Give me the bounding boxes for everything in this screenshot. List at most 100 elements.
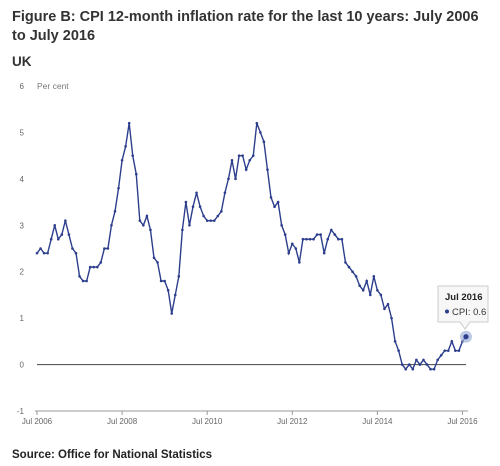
y-tick-label: 6 bbox=[20, 82, 25, 91]
data-point bbox=[149, 228, 152, 232]
data-point bbox=[358, 284, 361, 287]
chart-title: Figure B: CPI 12-month inflation rate fo… bbox=[12, 9, 479, 44]
data-point bbox=[365, 279, 369, 283]
data-point bbox=[301, 237, 305, 241]
data-point bbox=[383, 307, 386, 311]
data-point bbox=[191, 205, 195, 209]
data-point bbox=[188, 223, 191, 227]
data-point bbox=[333, 233, 337, 236]
data-point bbox=[368, 293, 372, 297]
data-point bbox=[351, 270, 354, 274]
data-point bbox=[347, 265, 351, 269]
data-point bbox=[251, 154, 255, 157]
data-point bbox=[81, 279, 85, 283]
data-point bbox=[411, 367, 415, 371]
data-point bbox=[198, 205, 202, 209]
data-point bbox=[177, 275, 181, 278]
data-point bbox=[170, 312, 174, 315]
data-point bbox=[376, 288, 379, 292]
data-point bbox=[212, 219, 216, 222]
data-point bbox=[106, 247, 110, 250]
data-point bbox=[450, 340, 454, 343]
data-point bbox=[234, 177, 237, 181]
y-tick-label: 2 bbox=[20, 268, 25, 277]
data-point bbox=[74, 251, 78, 255]
data-point bbox=[305, 237, 308, 241]
y-axis-unit-label: Per cent bbox=[37, 81, 69, 91]
data-point bbox=[223, 191, 227, 195]
data-point bbox=[432, 367, 436, 371]
data-point bbox=[237, 154, 241, 157]
tooltip: Jul 2016 CPI: 0.6 bbox=[437, 285, 489, 330]
data-point bbox=[457, 349, 461, 352]
data-point bbox=[429, 367, 432, 371]
data-point bbox=[181, 228, 184, 232]
data-point bbox=[92, 265, 96, 269]
cpi-series-line bbox=[36, 122, 467, 371]
tooltip-series-dot bbox=[445, 309, 449, 314]
data-point bbox=[280, 223, 283, 227]
data-point bbox=[227, 177, 230, 181]
data-point bbox=[266, 168, 269, 171]
data-point bbox=[39, 247, 42, 250]
data-point bbox=[422, 358, 425, 362]
data-point bbox=[407, 363, 411, 366]
data-point bbox=[42, 251, 46, 255]
data-point bbox=[308, 237, 312, 241]
data-point bbox=[216, 214, 220, 218]
data-point bbox=[145, 214, 149, 218]
data-point bbox=[361, 288, 365, 292]
data-point bbox=[379, 293, 383, 297]
x-tick-label: Jul 2010 bbox=[192, 417, 223, 426]
data-point bbox=[49, 237, 53, 241]
data-point bbox=[404, 367, 408, 371]
data-point bbox=[273, 205, 276, 209]
x-tick-label: Jul 2006 bbox=[22, 417, 53, 426]
data-point bbox=[397, 349, 400, 352]
data-point bbox=[131, 154, 135, 157]
data-point bbox=[287, 251, 291, 255]
data-point bbox=[454, 349, 457, 352]
data-point bbox=[259, 131, 262, 134]
data-point bbox=[159, 279, 163, 283]
data-point bbox=[241, 154, 244, 157]
data-point bbox=[120, 158, 124, 162]
data-point bbox=[386, 302, 390, 306]
data-point bbox=[124, 145, 127, 148]
data-point bbox=[248, 158, 252, 162]
highlight-point bbox=[463, 334, 469, 340]
data-point bbox=[439, 353, 443, 357]
data-point bbox=[85, 279, 88, 283]
data-point bbox=[322, 251, 326, 255]
data-point bbox=[283, 233, 287, 236]
data-point bbox=[173, 293, 177, 297]
data-point bbox=[138, 219, 142, 222]
data-point bbox=[255, 121, 259, 125]
data-point bbox=[372, 275, 376, 278]
data-point bbox=[390, 316, 393, 320]
data-point bbox=[127, 121, 131, 125]
data-point bbox=[103, 247, 106, 250]
data-point bbox=[319, 233, 322, 236]
data-point bbox=[88, 265, 92, 269]
data-point bbox=[269, 196, 273, 199]
data-point bbox=[294, 247, 298, 250]
data-point bbox=[64, 219, 67, 222]
data-point bbox=[315, 233, 319, 236]
tooltip-value: CPI: 0.6 bbox=[452, 307, 486, 318]
data-point bbox=[312, 237, 315, 241]
data-point bbox=[415, 358, 418, 362]
data-point bbox=[35, 251, 39, 255]
data-point bbox=[220, 210, 223, 213]
data-point bbox=[95, 265, 99, 269]
y-tick-label: 4 bbox=[20, 175, 25, 184]
cpi-markers bbox=[35, 121, 468, 371]
data-point bbox=[152, 256, 156, 260]
y-axis: -1 0 1 2 3 4 5 6 bbox=[17, 82, 25, 416]
data-point bbox=[166, 288, 170, 292]
data-point bbox=[326, 237, 330, 241]
data-point bbox=[195, 191, 198, 195]
data-point bbox=[262, 140, 266, 144]
data-point bbox=[443, 349, 447, 352]
